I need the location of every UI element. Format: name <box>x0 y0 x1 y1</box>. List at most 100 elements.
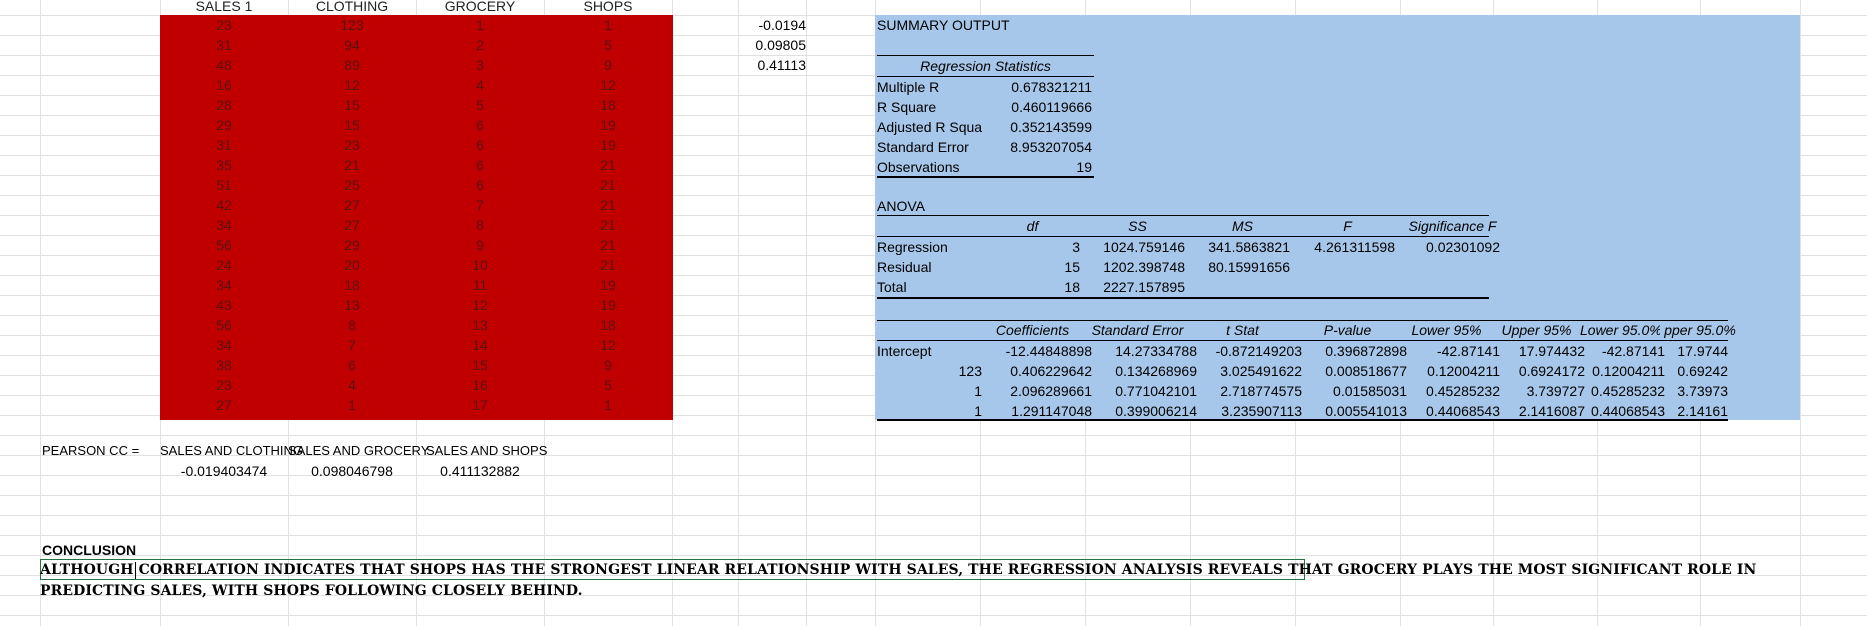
cell-clothing[interactable]: 89 <box>344 57 360 73</box>
anova-cell[interactable]: 4.261311598 <box>1314 239 1395 255</box>
cell-shops[interactable]: 18 <box>600 317 616 333</box>
pearson-header-grocery[interactable]: SALES AND GROCERY <box>288 443 430 458</box>
reg-stat-label[interactable]: Adjusted R Squa <box>877 119 983 135</box>
cell-sales[interactable]: 27 <box>216 397 232 413</box>
coef-cell[interactable]: 0.12004211 <box>1427 363 1500 379</box>
header-shops[interactable]: SHOPS <box>583 0 633 14</box>
cell-shops[interactable]: 21 <box>600 237 616 253</box>
coef-cell[interactable]: 0.12004211 <box>1592 363 1665 379</box>
coef-header[interactable]: Standard Error <box>1091 322 1184 338</box>
cell-grocery[interactable]: 10 <box>472 257 488 273</box>
cell-clothing[interactable]: 12 <box>344 77 360 93</box>
cell-clothing[interactable]: 25 <box>344 177 360 193</box>
cell-shops[interactable]: 1 <box>604 17 612 33</box>
coef-cell[interactable]: 0.396872898 <box>1325 343 1407 359</box>
cell-clothing[interactable]: 15 <box>344 117 360 133</box>
coef-cell[interactable]: 3.739727 <box>1526 383 1585 399</box>
cell-shops[interactable]: 12 <box>600 77 616 93</box>
cell-clothing[interactable]: 27 <box>344 217 360 233</box>
coef-cell[interactable]: 2.1416087 <box>1518 403 1585 419</box>
coef-header[interactable]: Upper 95% <box>1501 322 1572 338</box>
reg-stat-value[interactable]: 8.953207054 <box>1010 139 1092 155</box>
reg-stat-label[interactable]: Standard Error <box>877 139 969 155</box>
cell-clothing[interactable]: 7 <box>348 337 356 353</box>
coef-cell[interactable]: 0.771042101 <box>1115 383 1197 399</box>
cell-shops[interactable]: 21 <box>600 177 616 193</box>
anova-row-label[interactable]: Residual <box>877 259 932 275</box>
header-grocery[interactable]: GROCERY <box>444 0 516 14</box>
cell-grocery[interactable]: 6 <box>476 177 484 193</box>
coef-cell[interactable]: 2.718774575 <box>1220 383 1302 399</box>
pearson-label[interactable]: PEARSON CC = <box>42 443 140 458</box>
cell-sales[interactable]: 51 <box>216 177 232 193</box>
coef-cell[interactable]: 17.974432 <box>1518 343 1585 359</box>
cell-clothing[interactable]: 21 <box>344 157 360 173</box>
anova-row-label[interactable]: Regression <box>877 239 948 255</box>
cell-shops[interactable]: 21 <box>600 257 616 273</box>
cell-grocery[interactable]: 8 <box>476 217 484 233</box>
pearson-value-shops[interactable]: 0.411132882 <box>440 463 520 479</box>
anova-cell[interactable] <box>1295 257 1395 277</box>
cell-sales[interactable]: 43 <box>216 297 232 313</box>
cell-grocery[interactable]: 17 <box>472 397 488 413</box>
anova-cell[interactable]: 1024.759146 <box>1103 239 1185 255</box>
coef-header[interactable]: Lower 95.0% <box>1580 322 1660 338</box>
anova-cell[interactable]: 2227.157895 <box>1103 279 1185 295</box>
anova-cell[interactable] <box>1400 257 1500 277</box>
cell-clothing[interactable]: 123 <box>340 17 364 33</box>
cell-sales[interactable]: 34 <box>216 277 232 293</box>
cell-clothing[interactable]: 27 <box>344 197 360 213</box>
coef-cell[interactable]: 0.005541013 <box>1325 403 1407 419</box>
reg-stat-value[interactable]: 19 <box>1076 159 1092 175</box>
cell-clothing[interactable]: 8 <box>348 317 356 333</box>
cell-grocery[interactable]: 11 <box>472 277 488 293</box>
cell-shops[interactable]: 21 <box>600 197 616 213</box>
cell-sales[interactable]: 34 <box>216 217 232 233</box>
cell-grocery[interactable]: 1 <box>476 17 484 33</box>
coef-cell[interactable]: 0.45285232 <box>1426 383 1500 399</box>
coef-cell[interactable]: 0.008518677 <box>1325 363 1407 379</box>
coef-header[interactable]: Coefficients <box>995 322 1070 338</box>
reg-stat-value[interactable]: 0.460119666 <box>1011 99 1092 115</box>
cell-shops[interactable]: 19 <box>600 137 616 153</box>
cell-grocery[interactable]: 13 <box>472 317 488 333</box>
cell-grocery[interactable]: 2 <box>476 37 484 53</box>
coef-cell[interactable]: 0.134268969 <box>1115 363 1197 379</box>
cell-grocery[interactable]: 14 <box>472 337 488 353</box>
cell-clothing[interactable]: 18 <box>344 277 360 293</box>
coef-cell[interactable]: -12.44848898 <box>1005 343 1092 359</box>
coef-cell[interactable]: 3.025491622 <box>1220 363 1302 379</box>
cell-sales[interactable]: 29 <box>216 117 232 133</box>
side-value[interactable]: 0.41113 <box>757 57 806 73</box>
cell-clothing[interactable]: 23 <box>344 137 360 153</box>
cell-clothing[interactable]: 1 <box>348 397 356 413</box>
cell-clothing[interactable]: 6 <box>348 357 356 373</box>
anova-header[interactable]: F <box>1343 218 1352 234</box>
cell-clothing[interactable]: 4 <box>348 377 356 393</box>
coef-cell[interactable]: 0.406229642 <box>1010 363 1092 379</box>
cell-clothing[interactable]: 94 <box>344 37 360 53</box>
header-clothing[interactable]: CLOTHING <box>315 0 389 14</box>
coef-row-label[interactable]: 1 <box>974 383 982 399</box>
cell-shops[interactable]: 19 <box>600 277 616 293</box>
cell-sales[interactable]: 28 <box>216 97 232 113</box>
cell-shops[interactable]: 18 <box>600 97 616 113</box>
cell-sales[interactable]: 56 <box>216 237 232 253</box>
coef-cell[interactable]: 0.44068543 <box>1426 403 1500 419</box>
cell-clothing[interactable]: 20 <box>344 257 360 273</box>
side-value[interactable]: -0.0194 <box>758 17 806 33</box>
cell-shops[interactable]: 9 <box>604 357 612 373</box>
coef-cell[interactable]: 0.399006214 <box>1115 403 1197 419</box>
anova-header[interactable]: Significance F <box>1408 218 1497 234</box>
anova-header[interactable]: SS <box>1128 218 1147 234</box>
cell-shops[interactable]: 21 <box>600 217 616 233</box>
anova-row-label[interactable]: Total <box>877 279 907 295</box>
cell-sales[interactable]: 24 <box>216 257 232 273</box>
coef-cell[interactable]: 14.27334788 <box>1115 343 1197 359</box>
side-value[interactable]: 0.09805 <box>755 37 806 53</box>
conclusion-title[interactable]: CONCLUSION <box>42 542 137 558</box>
anova-cell[interactable]: 0.02301092 <box>1426 239 1500 255</box>
cell-sales[interactable]: 48 <box>216 57 232 73</box>
coef-header[interactable]: P-value <box>1323 322 1372 338</box>
reg-stat-label[interactable]: Observations <box>877 159 960 175</box>
